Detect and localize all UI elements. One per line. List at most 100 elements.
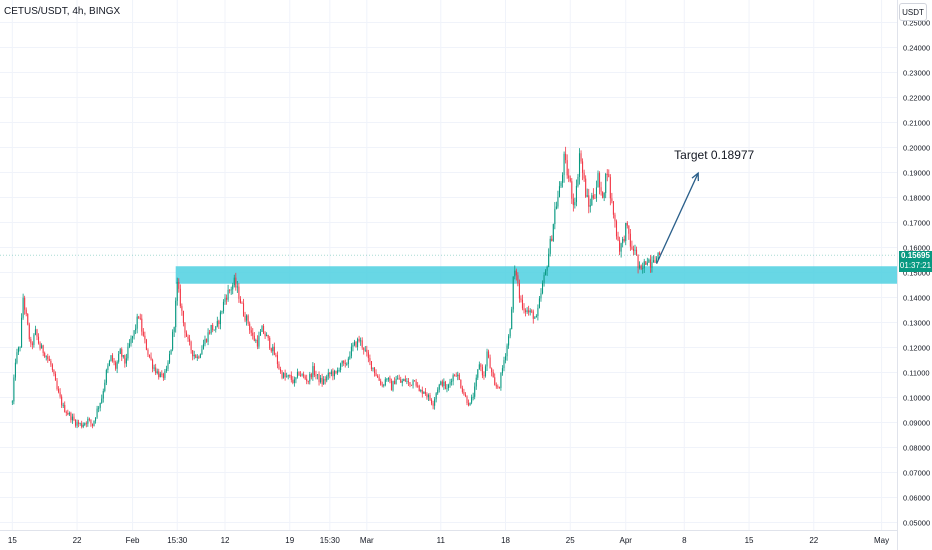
candle-body [627, 223, 628, 226]
candle-body [417, 386, 418, 387]
candle-body [61, 397, 62, 406]
x-tick-label: 22 [809, 536, 818, 545]
candle-body [554, 209, 555, 224]
candle-body [366, 350, 367, 353]
candle-body [295, 377, 296, 379]
candle-body [249, 324, 250, 331]
candle-body [95, 418, 96, 421]
candle-body [388, 378, 389, 379]
candle-body [457, 375, 458, 377]
candle-body [565, 154, 566, 160]
candle-body [23, 298, 24, 318]
candle-body [365, 350, 366, 351]
candle-body [625, 223, 626, 241]
candle-body [87, 419, 88, 424]
candle-body [331, 371, 332, 374]
candle-body [642, 268, 643, 269]
candle-body [420, 390, 421, 391]
candle-body [479, 364, 480, 369]
candle-body [238, 287, 239, 299]
candle-body [212, 325, 213, 330]
candle-body [363, 347, 364, 349]
candle-body [570, 178, 571, 181]
candle-body [522, 300, 523, 308]
candle-body [69, 413, 70, 414]
target-arrow [657, 173, 699, 264]
candle-body [18, 347, 19, 352]
candle-body [516, 271, 517, 276]
candle-body [35, 329, 36, 334]
candle-body [280, 369, 281, 371]
candle-body [103, 391, 104, 399]
candle-body [164, 371, 165, 378]
candle-body [636, 250, 637, 255]
candle-body [241, 303, 242, 304]
y-tick-label: 0.10000 [903, 394, 930, 403]
y-tick-label: 0.07000 [903, 469, 930, 478]
candle-body [525, 310, 526, 312]
candle-body [12, 401, 13, 402]
candle-body [32, 343, 33, 344]
symbol-title[interactable]: CETUS/USDT, 4h, BINGX [4, 6, 120, 17]
candle-body [597, 173, 598, 187]
candle-body [27, 314, 28, 325]
candle-body [160, 374, 161, 378]
candle-body [254, 336, 255, 341]
candle-body [540, 293, 541, 298]
candle-body [439, 385, 440, 390]
candle-body [426, 394, 427, 397]
candle-body [453, 375, 454, 381]
candle-body [372, 368, 373, 369]
candle-body [480, 364, 481, 367]
y-tick-label: 0.19000 [903, 169, 930, 178]
candle-body [648, 259, 649, 262]
y-tick-label: 0.24000 [903, 44, 930, 53]
candle-body [463, 392, 464, 394]
candle-body [322, 378, 323, 384]
y-tick-label: 0.09000 [903, 419, 930, 428]
candle-body [194, 355, 195, 356]
time-axis[interactable]: 15 22 Feb 15:30 12 19 15:30 Mar 11 18 25 Apr 8 15 22 Ma… [0, 531, 897, 546]
candle-body [317, 374, 318, 375]
candle-body [423, 392, 424, 394]
candle-body [622, 239, 623, 243]
candle-body [571, 181, 572, 198]
candle-body [73, 417, 74, 420]
candle-body [386, 379, 387, 380]
candle-body [223, 302, 224, 311]
candle-body [308, 381, 309, 382]
y-tick-label: 0.14000 [903, 294, 930, 303]
candle-body [174, 327, 175, 332]
candle-body [409, 382, 410, 385]
candle-body [314, 366, 315, 375]
price-axis[interactable]: 0.25000 0.24000 0.23000 0.22000 0.21000 0.200… [898, 0, 931, 550]
candle-body [380, 381, 381, 385]
candle-body [58, 389, 59, 392]
candle-body [601, 187, 602, 191]
candle-body [121, 349, 122, 356]
candle-body [269, 338, 270, 348]
candle-body [98, 408, 99, 409]
candle-body [394, 381, 395, 384]
candle-body [26, 310, 27, 314]
y-tick-label: 0.13000 [903, 319, 930, 328]
candle-body [320, 378, 321, 382]
candle-body [574, 202, 575, 205]
candle-body [528, 310, 529, 312]
candle-body [248, 315, 249, 323]
candle-body [348, 359, 349, 364]
candle-body [123, 355, 124, 356]
candle-body [604, 193, 605, 198]
candle-body [44, 353, 45, 357]
x-tick-label: May [874, 536, 889, 545]
candle-body [309, 374, 310, 381]
currency-button[interactable]: USDT [899, 3, 927, 21]
candle-body [559, 186, 560, 197]
candle-body [577, 177, 578, 186]
candle-body [169, 354, 170, 363]
candle-body [359, 339, 360, 341]
candle-body [271, 348, 272, 351]
candle-body [442, 381, 443, 386]
candle-body [154, 368, 155, 369]
